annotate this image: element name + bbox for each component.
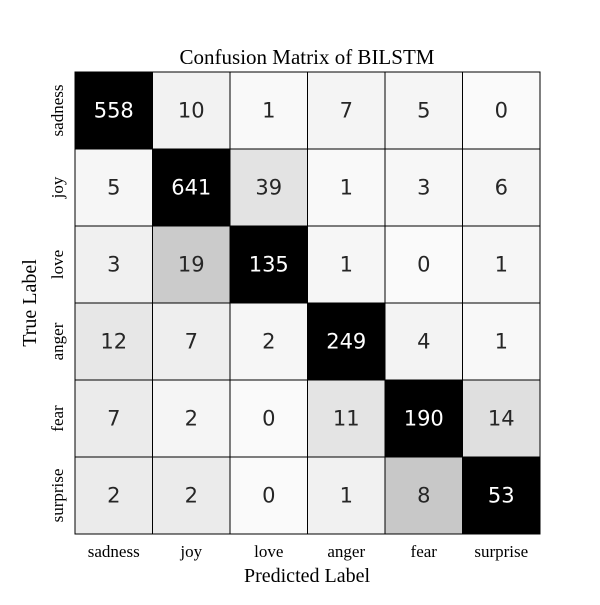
heatmap-cell-fear-anger xyxy=(307,379,386,458)
cell-value: 558 xyxy=(94,99,134,123)
cell-value: 5 xyxy=(417,99,430,123)
cell-value: 641 xyxy=(171,176,211,200)
cell-value: 2 xyxy=(262,330,275,354)
cell-value: 1 xyxy=(495,330,508,354)
cell-value: 2 xyxy=(185,407,198,431)
heatmap-cell-love-joy xyxy=(152,225,231,304)
heatmap-cell-sadness-surprise xyxy=(462,71,541,150)
cell-value: 39 xyxy=(255,176,282,200)
heatmap-cell-anger-surprise xyxy=(462,302,541,381)
cell-value: 0 xyxy=(417,253,430,277)
cell-value: 53 xyxy=(488,484,515,508)
chart-title: Confusion Matrix of BILSTM xyxy=(180,45,435,69)
cell-value: 5 xyxy=(107,176,120,200)
y-tick-label-fear: fear xyxy=(48,405,67,432)
y-tick-label-love: love xyxy=(48,250,67,279)
heatmap-cell-joy-surprise xyxy=(462,148,541,227)
cell-value: 0 xyxy=(262,484,275,508)
cell-value: 8 xyxy=(417,484,430,508)
cell-value: 1 xyxy=(340,484,353,508)
cell-value: 0 xyxy=(495,99,508,123)
heatmap-cell-love-surprise xyxy=(462,225,541,304)
heatmap-cell-surprise-surprise xyxy=(462,456,541,535)
cell-value: 249 xyxy=(326,330,366,354)
heatmap-cell-sadness-sadness xyxy=(74,71,153,150)
heatmap-cell-fear-surprise xyxy=(462,379,541,458)
heatmap-cell-anger-anger xyxy=(307,302,386,381)
heatmap-cell-love-anger xyxy=(307,225,386,304)
heatmap-cell-joy-joy xyxy=(152,148,231,227)
x-tick-label-love: love xyxy=(254,542,283,561)
x-tick-label-anger: anger xyxy=(327,542,365,561)
x-tick-label-sadness: sadness xyxy=(88,542,140,561)
y-tick-labels: sadness joy love anger fear surprise xyxy=(48,85,67,523)
cell-value: 2 xyxy=(185,484,198,508)
heatmap-cell-sadness-fear xyxy=(384,71,463,150)
heatmap-cell-sadness-anger xyxy=(307,71,386,150)
cell-value: 6 xyxy=(495,176,508,200)
x-axis-label: Predicted Label xyxy=(244,565,370,587)
heatmap-cell-surprise-anger xyxy=(307,456,386,535)
heatmap-cell-love-sadness xyxy=(74,225,153,304)
heatmap-cell-anger-sadness xyxy=(74,302,153,381)
cell-values: 558 10 1 7 5 05 641 39 1 3 63 19 135 1 0 112 7 2 249 4 17 2 0 1… xyxy=(94,99,515,508)
cell-value: 12 xyxy=(100,330,127,354)
cell-value: 14 xyxy=(488,407,515,431)
cell-value: 11 xyxy=(333,407,360,431)
y-tick-label-sadness: sadness xyxy=(48,85,67,137)
heatmap-cell-fear-fear xyxy=(384,379,463,458)
cell-value: 3 xyxy=(417,176,430,200)
heatmap-cell-sadness-love xyxy=(229,71,308,150)
heatmap-cell-anger-love xyxy=(229,302,308,381)
cell-value: 2 xyxy=(107,484,120,508)
heatmap-cells xyxy=(74,71,541,535)
heatmap-cell-surprise-fear xyxy=(384,456,463,535)
cell-value: 7 xyxy=(107,407,120,431)
cell-value: 1 xyxy=(262,99,275,123)
cell-value: 1 xyxy=(340,253,353,277)
cell-value: 10 xyxy=(178,99,205,123)
heatmap-cell-fear-love xyxy=(229,379,308,458)
x-tick-labels: sadness joy love anger fear surprise xyxy=(88,542,528,561)
x-tick-label-fear: fear xyxy=(411,542,438,561)
y-tick-label-joy: joy xyxy=(48,176,67,199)
cell-value: 7 xyxy=(185,330,198,354)
x-tick-label-joy: joy xyxy=(179,542,202,561)
y-axis-label: True Label xyxy=(19,259,41,347)
cell-value: 3 xyxy=(107,253,120,277)
heatmap-cell-sadness-joy xyxy=(152,71,231,150)
heatmap-cell-surprise-sadness xyxy=(74,456,153,535)
cell-value: 4 xyxy=(417,330,430,354)
heatmap-cell-love-fear xyxy=(384,225,463,304)
cell-value: 1 xyxy=(340,176,353,200)
y-tick-label-anger: anger xyxy=(48,322,67,360)
cell-value: 19 xyxy=(178,253,205,277)
cell-value: 1 xyxy=(495,253,508,277)
heatmap-cell-fear-sadness xyxy=(74,379,153,458)
heatmap-cell-anger-fear xyxy=(384,302,463,381)
cell-value: 190 xyxy=(404,407,444,431)
cell-value: 7 xyxy=(340,99,353,123)
x-tick-label-surprise: surprise xyxy=(474,542,528,561)
heatmap-cell-anger-joy xyxy=(152,302,231,381)
y-tick-label-surprise: surprise xyxy=(48,469,67,523)
heatmap-cell-joy-anger xyxy=(307,148,386,227)
cell-value: 0 xyxy=(262,407,275,431)
cell-value: 135 xyxy=(249,253,289,277)
